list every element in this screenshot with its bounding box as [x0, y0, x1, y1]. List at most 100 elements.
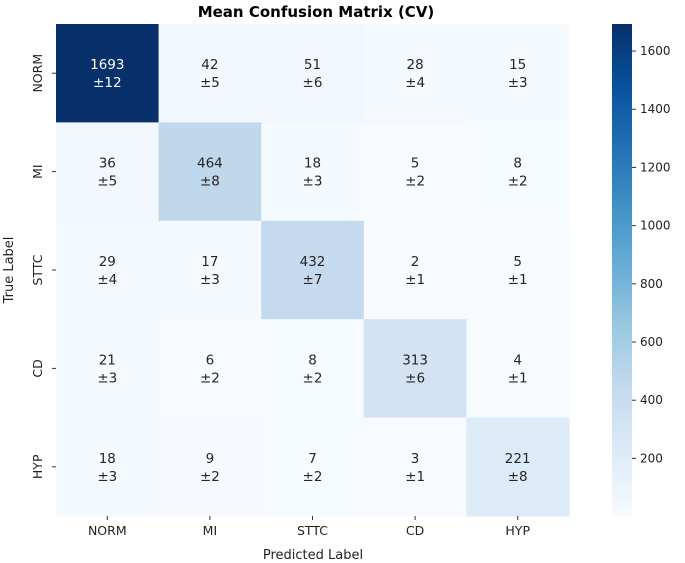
colorbar-tick-label: 200 — [640, 451, 663, 465]
cell-std-label: ±7 — [303, 272, 323, 288]
chart-title: Mean Confusion Matrix (CV) — [198, 3, 435, 21]
cell-std-label: ±2 — [200, 370, 220, 386]
colorbar-tick-label: 800 — [640, 277, 663, 291]
x-tick-label-mi: MI — [203, 523, 217, 538]
cell-std-label: ±3 — [508, 75, 528, 91]
cell-value-label: 7 — [308, 451, 317, 467]
heatmap-cell-mi-mi — [158, 122, 262, 222]
cell-value-label: 2 — [411, 254, 420, 270]
colorbar-tick-label: 600 — [640, 335, 663, 349]
heatmap-cell-sttc-sttc — [261, 220, 365, 320]
x-tick-label-sttc: STTC — [297, 523, 328, 538]
cell-value-label: 29 — [99, 254, 116, 270]
heatmap-cell-sttc-mi — [158, 220, 262, 320]
cell-std-label: ±2 — [303, 469, 323, 485]
cell-std-label: ±8 — [508, 469, 528, 485]
heatmap-cell-sttc-cd — [363, 220, 467, 320]
cell-value-label: 8 — [308, 352, 317, 368]
colorbar-tick-label: 1400 — [640, 102, 671, 116]
heatmap-cell-norm-hyp — [466, 24, 570, 123]
y-axis-label: True Label — [2, 237, 17, 305]
heatmap-cell-hyp-norm — [56, 417, 160, 517]
y-tick-label-cd: CD — [30, 359, 45, 377]
heatmap-cell-sttc-norm — [56, 220, 160, 320]
heatmap-cell-mi-cd — [363, 122, 467, 222]
cell-std-label: ±6 — [405, 370, 425, 386]
cell-value-label: 432 — [300, 254, 326, 270]
y-tick-label-hyp: HYP — [30, 454, 45, 479]
cell-value-label: 17 — [201, 254, 218, 270]
cell-std-label: ±5 — [97, 174, 117, 190]
colorbar-tick-label: 1000 — [640, 219, 671, 233]
cell-value-label: 18 — [304, 156, 321, 172]
cell-value-label: 8 — [513, 156, 522, 172]
heatmap-cell-cd-cd — [363, 319, 467, 419]
heatmap-cell-hyp-cd — [363, 417, 467, 517]
cell-value-label: 28 — [407, 57, 424, 73]
cell-std-label: ±2 — [508, 174, 528, 190]
heatmap-cell-hyp-mi — [158, 417, 262, 517]
cell-value-label: 42 — [201, 57, 218, 73]
cell-value-label: 464 — [197, 156, 223, 172]
cell-value-label: 9 — [206, 451, 215, 467]
cell-value-label: 3 — [411, 451, 420, 467]
x-tick-label-norm: NORM — [88, 523, 127, 538]
cell-value-label: 4 — [513, 352, 522, 368]
cell-std-label: ±12 — [93, 75, 122, 91]
cell-value-label: 51 — [304, 57, 321, 73]
heatmap-cell-mi-hyp — [466, 122, 570, 222]
heatmap-cell-cd-mi — [158, 319, 262, 419]
cell-std-label: ±2 — [405, 174, 425, 190]
cell-std-label: ±2 — [200, 469, 220, 485]
cell-std-label: ±1 — [508, 370, 528, 386]
cell-std-label: ±4 — [405, 75, 425, 91]
cell-std-label: ±8 — [200, 174, 220, 190]
x-tick-label-cd: CD — [406, 523, 424, 538]
heatmap-cell-cd-hyp — [466, 319, 570, 419]
heatmap-cell-norm-sttc — [261, 24, 365, 123]
heatmap-cell-hyp-sttc — [261, 417, 365, 517]
cell-std-label: ±2 — [303, 370, 323, 386]
cell-value-label: 1693 — [90, 57, 124, 73]
cell-std-label: ±1 — [405, 272, 425, 288]
heatmap-cell-cd-sttc — [261, 319, 365, 419]
cell-value-label: 18 — [99, 451, 116, 467]
cell-std-label: ±5 — [200, 75, 220, 91]
heatmap-cells: 1693±1242±551±628±415±336±5464±818±35±28… — [56, 24, 570, 517]
heatmap-cell-mi-sttc — [261, 122, 365, 222]
y-tick-label-sttc: STTC — [30, 254, 45, 285]
cell-std-label: ±1 — [508, 272, 528, 288]
cell-value-label: 15 — [509, 57, 526, 73]
cell-value-label: 6 — [206, 352, 215, 368]
cell-value-label: 221 — [505, 451, 531, 467]
cell-std-label: ±3 — [97, 370, 117, 386]
y-tick-labels: NORM MI STTC CD HYP — [30, 54, 56, 479]
heatmap-cell-mi-norm — [56, 122, 160, 222]
x-axis-label: Predicted Label — [263, 548, 363, 563]
colorbar — [612, 24, 632, 516]
cell-std-label: ±1 — [405, 469, 425, 485]
y-tick-label-mi: MI — [30, 164, 45, 178]
cell-value-label: 36 — [99, 156, 116, 172]
cell-std-label: ±3 — [200, 272, 220, 288]
cell-std-label: ±3 — [303, 174, 323, 190]
heatmap-cell-norm-cd — [363, 24, 467, 123]
colorbar-tick-label: 1600 — [640, 44, 671, 58]
colorbar-tick-label: 1200 — [640, 160, 671, 174]
x-tick-labels: NORM MI STTC CD HYP — [88, 516, 530, 538]
y-tick-label-norm: NORM — [30, 54, 45, 93]
cell-std-label: ±3 — [97, 469, 117, 485]
cell-std-label: ±6 — [303, 75, 323, 91]
cell-value-label: 5 — [513, 254, 522, 270]
colorbar-tick-label: 400 — [640, 393, 663, 407]
cell-std-label: ±4 — [97, 272, 117, 288]
heatmap-cell-norm-norm — [56, 24, 160, 123]
cell-value-label: 21 — [99, 352, 116, 368]
cell-value-label: 5 — [411, 156, 420, 172]
cell-value-label: 313 — [402, 352, 428, 368]
heatmap-cell-norm-mi — [158, 24, 262, 123]
heatmap-cell-cd-norm — [56, 319, 160, 419]
heatmap-cell-hyp-hyp — [466, 417, 570, 517]
heatmap-cell-sttc-hyp — [466, 220, 570, 320]
